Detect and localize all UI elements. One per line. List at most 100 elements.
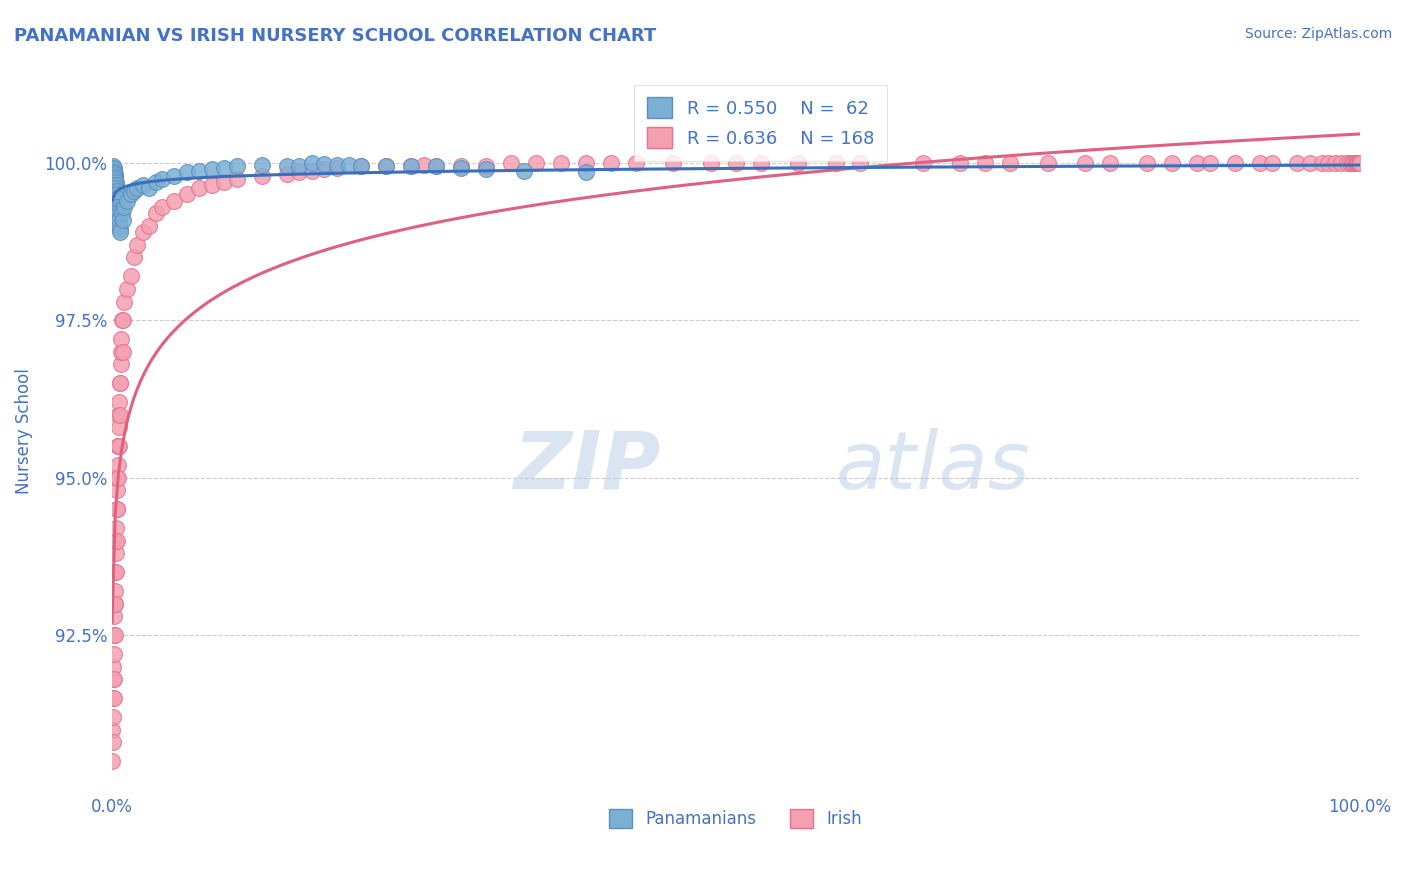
Point xyxy=(108,225,131,239)
Point xyxy=(188,181,211,195)
Point xyxy=(124,184,146,198)
Point xyxy=(401,159,423,173)
Point xyxy=(105,191,128,205)
Point xyxy=(1339,156,1361,170)
Point xyxy=(1330,156,1353,170)
Point xyxy=(1098,156,1121,170)
Point xyxy=(1348,156,1371,170)
Point xyxy=(108,439,131,453)
Point xyxy=(101,691,124,706)
Point xyxy=(103,628,125,642)
Point xyxy=(1161,156,1184,170)
Point xyxy=(1348,156,1371,170)
Point xyxy=(108,219,131,233)
Point xyxy=(450,161,472,175)
Point xyxy=(101,754,124,768)
Point xyxy=(1348,156,1371,170)
Point xyxy=(1286,156,1309,170)
Point xyxy=(145,206,167,220)
Point xyxy=(1348,156,1371,170)
Point xyxy=(104,178,127,192)
Point xyxy=(115,282,138,296)
Point xyxy=(375,159,398,173)
Point xyxy=(110,376,132,391)
Point xyxy=(101,735,124,749)
Point xyxy=(475,162,498,177)
Point xyxy=(412,158,434,172)
Point xyxy=(145,175,167,189)
Point xyxy=(163,194,186,208)
Point xyxy=(849,156,872,170)
Point xyxy=(624,156,647,170)
Point xyxy=(1249,156,1271,170)
Point xyxy=(103,162,125,177)
Point xyxy=(250,158,273,172)
Point xyxy=(108,376,131,391)
Point xyxy=(107,458,129,473)
Point xyxy=(1074,156,1097,170)
Point xyxy=(124,251,146,265)
Point xyxy=(1348,156,1371,170)
Point xyxy=(1187,156,1209,170)
Point xyxy=(1317,156,1340,170)
Point xyxy=(132,178,155,192)
Point xyxy=(108,219,131,233)
Point xyxy=(103,647,125,661)
Point xyxy=(103,659,125,673)
Text: ZIP: ZIP xyxy=(513,428,661,506)
Point xyxy=(1036,156,1059,170)
Point xyxy=(111,206,134,220)
Point xyxy=(225,159,247,173)
Point xyxy=(375,159,398,173)
Point xyxy=(401,159,423,173)
Point xyxy=(108,395,131,409)
Point xyxy=(1348,156,1371,170)
Point xyxy=(1348,156,1371,170)
Point xyxy=(911,156,934,170)
Point xyxy=(111,344,134,359)
Point xyxy=(1348,156,1371,170)
Point xyxy=(1347,156,1369,170)
Point xyxy=(1343,156,1365,170)
Point xyxy=(1310,156,1333,170)
Point xyxy=(201,178,224,192)
Point xyxy=(103,673,125,687)
Point xyxy=(105,533,128,548)
Point xyxy=(107,212,129,227)
Point xyxy=(110,358,132,372)
Point xyxy=(1348,156,1371,170)
Point xyxy=(1348,156,1371,170)
Text: Source: ZipAtlas.com: Source: ZipAtlas.com xyxy=(1244,27,1392,41)
Point xyxy=(1223,156,1246,170)
Point xyxy=(201,162,224,177)
Point xyxy=(276,159,298,173)
Point xyxy=(150,171,173,186)
Point xyxy=(1348,156,1371,170)
Point xyxy=(1348,156,1371,170)
Point xyxy=(1348,156,1371,170)
Point xyxy=(105,566,128,580)
Point xyxy=(138,219,160,233)
Point xyxy=(1323,156,1346,170)
Point xyxy=(974,156,997,170)
Point xyxy=(1348,156,1371,170)
Point xyxy=(575,156,598,170)
Point xyxy=(108,420,131,434)
Point xyxy=(1136,156,1159,170)
Point xyxy=(1348,156,1371,170)
Point xyxy=(1344,156,1367,170)
Point xyxy=(1261,156,1284,170)
Point xyxy=(114,200,136,214)
Point xyxy=(103,609,125,624)
Point xyxy=(105,181,128,195)
Point xyxy=(108,222,131,236)
Point xyxy=(163,169,186,183)
Point xyxy=(1348,156,1371,170)
Point xyxy=(425,159,447,173)
Point xyxy=(111,313,134,327)
Point xyxy=(325,158,347,172)
Point xyxy=(1348,156,1371,170)
Point xyxy=(105,502,128,516)
Point xyxy=(312,162,335,177)
Point xyxy=(101,710,124,724)
